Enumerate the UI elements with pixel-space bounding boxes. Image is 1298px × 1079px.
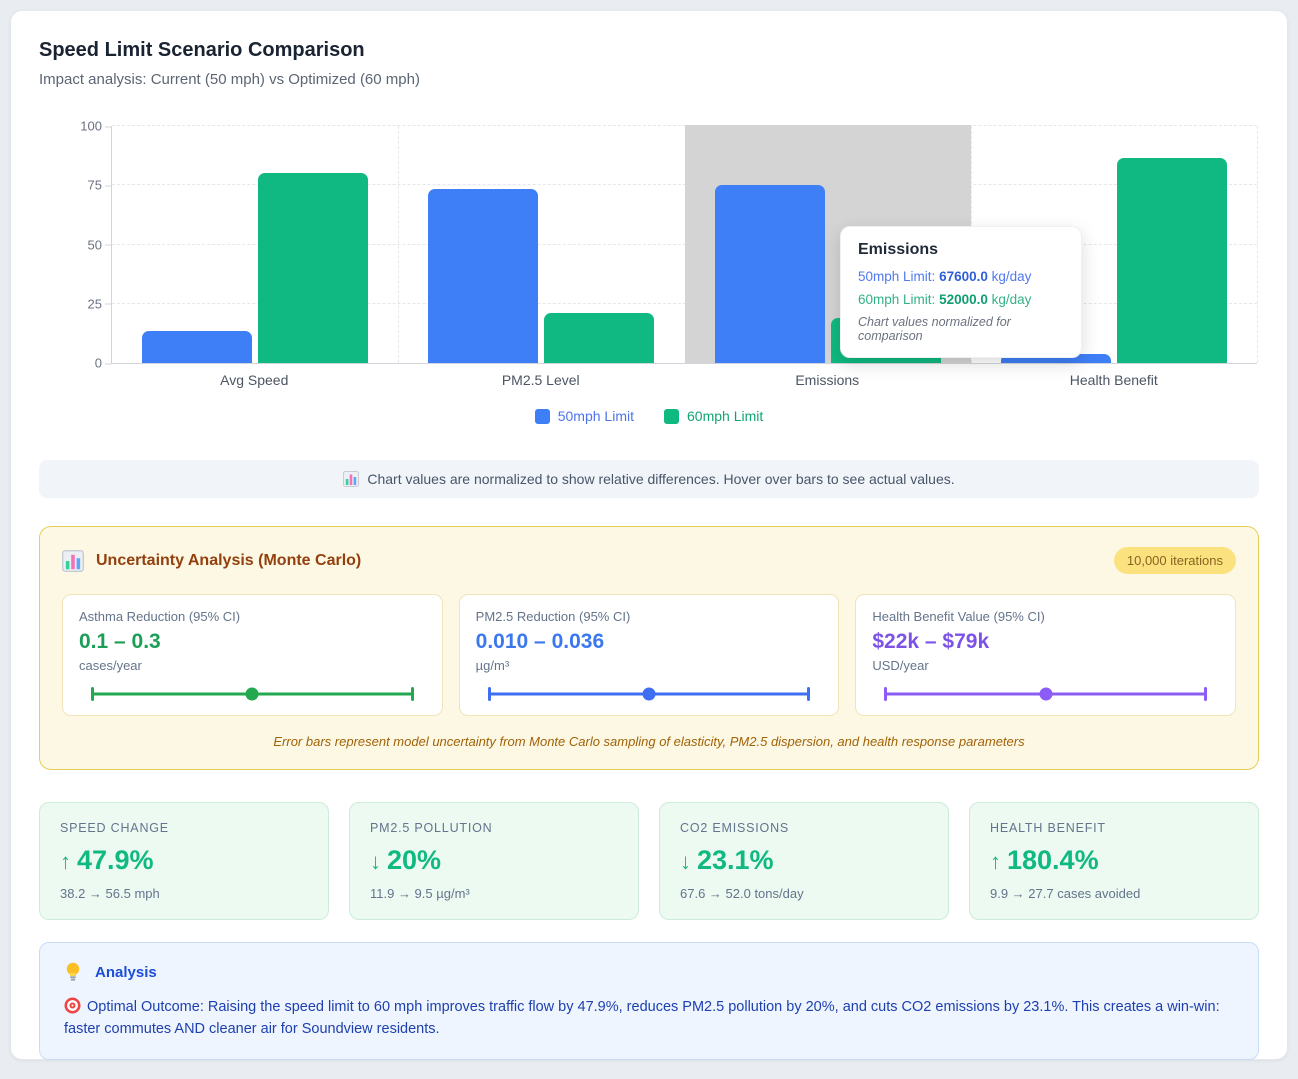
y-tick-label: 50 [62,237,111,252]
stat-label: HEALTH BENEFIT [990,821,1106,835]
dashboard-card: Speed Limit Scenario Comparison Impact a… [10,10,1288,1060]
legend-label: 50mph Limit [557,408,634,424]
stat-label: SPEED CHANGE [60,821,169,835]
x-tick-label: PM2.5 Level [501,372,580,388]
ci-card-health-benefit-value: Health Benefit Value (95% CI) $22k – $79… [855,594,1237,716]
legend-item-50mph[interactable]: 50mph Limit [534,408,634,424]
lightbulb-icon [66,962,80,981]
y-tick-label: 75 [62,178,111,193]
ci-value: 0.1 – 0.3 [79,630,161,653]
bar-50mph-avg-speed[interactable] [142,331,253,363]
target-icon [64,997,81,1014]
ci-card-pm25-reduction: PM2.5 Reduction (95% CI) 0.010 – 0.036 µ… [458,594,840,716]
bar-group-pm25-level [398,126,684,363]
chart-tooltip: Emissions 50mph Limit: 67600.0 kg/day 60… [840,226,1082,358]
ci-unit: cases/year [79,658,142,673]
chart-note-text: Chart values are normalized to show rela… [367,471,955,487]
stat-value: ↑ 180.4% [990,845,1099,875]
tooltip-row-60mph: 60mph Limit: 52000.0 kg/day [858,292,1032,307]
up-arrow-icon: ↑ [990,849,1001,874]
tooltip-footnote: Chart values normalized for comparison [858,315,1011,343]
stat-card-pm25-pollution: PM2.5 POLLUTION ↓ 20% 11.9 → 9.5 µg/m³ [349,802,639,920]
stat-card-co2-emissions: CO2 EMISSIONS ↓ 23.1% 67.6 → 52.0 tons/da… [659,802,949,920]
ci-value: $22k – $79k [872,630,990,653]
x-tick-label: Health Benefit [1069,372,1158,388]
chart-note-bar: Chart values are normalized to show rela… [39,460,1259,498]
bar-chart: 0 25 50 75 100 Emissions [80,119,1258,371]
analysis-body: Optimal Outcome: Raising the speed limit… [64,997,1220,1038]
ci-card-asthma-reduction: Asthma Reduction (95% CI) 0.1 – 0.3 case… [62,594,443,716]
uncertainty-panel: Uncertainty Analysis (Monte Carlo) 10,00… [39,526,1259,770]
chart-legend: 50mph Limit 60mph Limit [39,408,1259,424]
bar-50mph-health-benefit[interactable] [1000,353,1111,363]
ci-value: 0.010 – 0.036 [475,630,605,653]
bar-group-health-benefit [971,126,1257,363]
stat-card-health-benefit: HEALTH BENEFIT ↑ 180.4% 9.9 → 27.7 cases … [969,802,1259,920]
bar-60mph-health-benefit[interactable] [1116,158,1227,363]
error-bar [487,687,811,701]
ci-label: Asthma Reduction (95% CI) [79,609,241,624]
stat-detail: 38.2 → 56.5 mph [60,886,160,901]
bar-60mph-pm25-level[interactable] [544,313,655,363]
y-tick-label: 100 [62,119,111,134]
ci-unit: µg/m³ [475,658,510,673]
analysis-title: Analysis [95,963,157,981]
up-arrow-icon: ↑ [60,849,71,874]
stat-value: ↓ 23.1% [680,845,774,875]
stat-value: ↑ 47.9% [60,845,154,875]
stat-label: CO2 EMISSIONS [680,821,790,835]
down-arrow-icon: ↓ [680,849,691,874]
bar-50mph-pm25-level[interactable] [428,188,539,363]
uncertainty-header: Uncertainty Analysis (Monte Carlo) 10,00… [62,547,1236,574]
iterations-badge: 10,000 iterations [1113,547,1236,574]
uncertainty-title: Uncertainty Analysis (Monte Carlo) [96,551,362,569]
stat-detail: 9.9 → 27.7 cases avoided [990,886,1141,901]
bar-50mph-emissions[interactable] [714,185,825,363]
legend-label: 60mph Limit [687,408,764,424]
analysis-panel: Analysis Optimal Outcome: Raising the sp… [39,942,1259,1060]
stat-detail: 11.9 → 9.5 µg/m³ [370,886,470,901]
page-title: Speed Limit Scenario Comparison [39,39,365,61]
gridline [398,126,400,363]
gridline [1257,126,1258,363]
bar-group-avg-speed [112,126,398,363]
tooltip-row-50mph: 50mph Limit: 67600.0 kg/day [858,269,1032,284]
stat-value: ↓ 20% [370,845,442,875]
bar-chart-icon [62,549,84,572]
legend-swatch-green [664,408,679,424]
stat-card-speed-change: SPEED CHANGE ↑ 47.9% 38.2 → 56.5 mph [39,802,329,920]
error-bar [884,687,1208,701]
chart-plot-area: 0 25 50 75 100 Emissions [80,119,1258,371]
y-tick-label: 25 [62,296,111,311]
x-axis-labels: Avg Speed PM2.5 Level Emissions Health B… [111,372,1257,388]
down-arrow-icon: ↓ [370,849,381,874]
x-tick-label: Emissions [795,372,860,388]
tooltip-title: Emissions [858,241,939,258]
analysis-header: Analysis [64,961,1234,983]
uncertainty-footnote: Error bars represent model uncertainty f… [273,734,1025,749]
error-bar [91,687,414,701]
legend-swatch-blue [534,408,550,424]
stat-label: PM2.5 POLLUTION [370,821,493,835]
bar-chart-icon [343,471,360,487]
x-tick-label: Avg Speed [220,372,289,388]
bar-60mph-avg-speed[interactable] [258,173,369,363]
ci-label: Health Benefit Value (95% CI) [872,609,1045,624]
stat-detail: 67.6 → 52.0 tons/day [680,886,804,901]
ci-label: PM2.5 Reduction (95% CI) [475,609,631,624]
page-subtitle: Impact analysis: Current (50 mph) vs Opt… [39,71,420,88]
stat-cards-row: SPEED CHANGE ↑ 47.9% 38.2 → 56.5 mph PM2.… [39,802,1259,920]
ci-unit: USD/year [872,658,929,673]
legend-item-60mph[interactable]: 60mph Limit [664,408,763,424]
y-tick-label: 0 [62,356,111,371]
